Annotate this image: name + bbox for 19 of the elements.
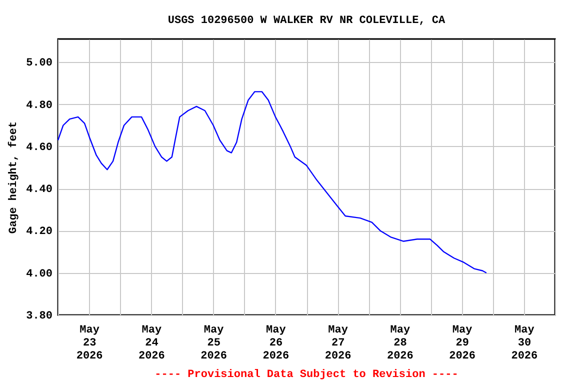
x-tick-label: May 27 2026 bbox=[324, 324, 352, 362]
x-tick-label: May 26 2026 bbox=[262, 324, 290, 362]
y-axis-title: Gage height, feet bbox=[7, 121, 20, 234]
y-tick-label: 4.60 bbox=[26, 142, 52, 154]
x-tick-label: May 28 2026 bbox=[386, 324, 414, 362]
y-tick-label: 4.40 bbox=[26, 184, 52, 196]
y-tick-label: 4.00 bbox=[26, 268, 52, 280]
y-tick-label: 3.80 bbox=[26, 310, 52, 322]
chart-title: USGS 10296500 W WALKER RV NR COLEVILLE, CA bbox=[168, 15, 446, 27]
y-tick-label: 4.80 bbox=[26, 100, 52, 112]
x-tick-label: May 23 2026 bbox=[76, 324, 103, 362]
x-tick-label: May 30 2026 bbox=[511, 324, 538, 362]
y-tick-label: 4.20 bbox=[26, 226, 52, 238]
x-tick-label: May 29 2026 bbox=[449, 324, 476, 362]
x-tick-label: May 24 2026 bbox=[138, 324, 165, 362]
y-tick-label: 5.00 bbox=[26, 58, 52, 70]
text: ---- Provisional Data Subject to Revision ---- bbox=[154, 369, 458, 381]
line-series bbox=[57, 91, 488, 274]
x-tick-label: May 25 2026 bbox=[200, 324, 228, 362]
